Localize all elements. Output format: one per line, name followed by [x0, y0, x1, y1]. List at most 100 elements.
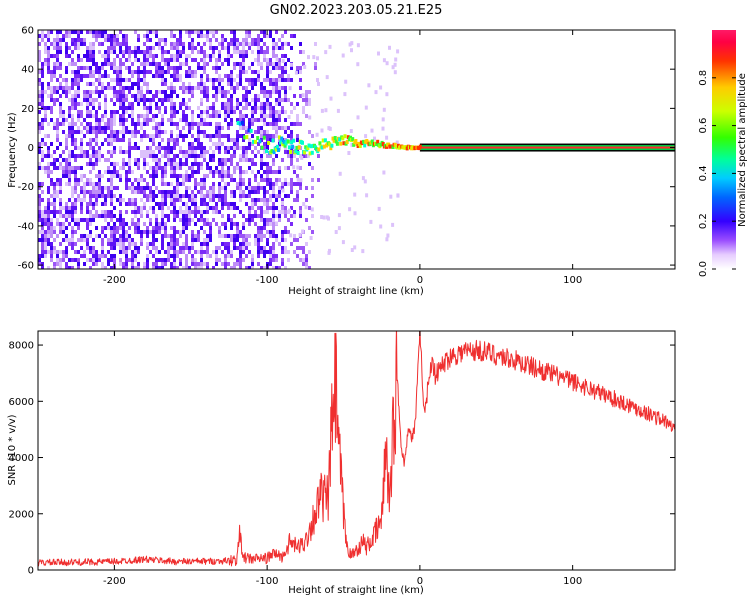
heatmap-cell — [257, 38, 260, 42]
heatmap-cell — [122, 102, 125, 106]
heatmap-cell — [74, 102, 77, 106]
heatmap-cell — [293, 106, 296, 110]
heatmap-cell — [191, 74, 194, 78]
heatmap-cell — [209, 166, 212, 170]
heatmap-cell — [131, 210, 134, 214]
heatmap-cell — [71, 130, 74, 134]
heatmap-cell — [203, 242, 206, 246]
heatmap-cell — [182, 90, 185, 94]
heatmap-cell — [92, 162, 95, 166]
heatmap-cell — [200, 182, 203, 186]
heatmap-cell — [152, 182, 155, 186]
heatmap-cell — [221, 206, 224, 210]
heatmap-cell — [74, 210, 77, 214]
heatmap-cell — [65, 70, 68, 74]
heatmap-cell — [260, 62, 263, 66]
heatmap-cell — [191, 42, 194, 46]
heatmap-cell — [149, 118, 152, 122]
heatmap-cell — [350, 41, 354, 46]
heatmap-cell — [239, 110, 242, 114]
heatmap-cell — [200, 74, 203, 78]
heatmap-cell — [206, 234, 209, 238]
heatmap-cell — [188, 34, 191, 38]
heatmap-cell — [86, 178, 89, 182]
heatmap-cell — [200, 82, 203, 86]
snr-x-tick-label: 0 — [417, 576, 423, 587]
heatmap-cell — [167, 138, 170, 142]
heatmap-cell — [287, 150, 290, 154]
carrier-trace-cell — [236, 121, 240, 125]
heatmap-cell — [98, 78, 101, 82]
heatmap-cell — [65, 42, 68, 46]
heatmap-cell — [134, 210, 137, 214]
heatmap-cell — [248, 142, 251, 146]
heatmap-cell — [158, 162, 161, 166]
heatmap-cell — [230, 102, 233, 106]
heatmap-cell — [218, 50, 221, 54]
heatmap-cell — [218, 130, 221, 134]
heatmap-cell — [263, 150, 266, 154]
heatmap-cell — [230, 190, 233, 194]
heatmap-cell — [179, 118, 182, 122]
heatmap-cell — [320, 128, 324, 133]
heatmap-cell — [263, 202, 266, 206]
heatmap-cell — [227, 158, 230, 162]
heatmap-cell — [245, 70, 248, 74]
heatmap-cell — [122, 90, 125, 94]
spectrogram-y-tick-label: -20 — [18, 182, 34, 193]
heatmap-cell — [95, 134, 98, 138]
heatmap-cell — [206, 114, 209, 118]
heatmap-cell — [275, 102, 278, 106]
heatmap-cell — [212, 54, 215, 58]
heatmap-cell — [152, 166, 155, 170]
heatmap-cell — [275, 86, 278, 90]
heatmap-cell — [379, 224, 383, 229]
heatmap-cell — [104, 214, 107, 218]
heatmap-cell — [62, 170, 65, 174]
heatmap-cell — [200, 58, 203, 62]
heatmap-cell — [110, 118, 113, 122]
heatmap-cell — [245, 242, 248, 246]
heatmap-cell — [98, 130, 101, 134]
heatmap-cell — [218, 74, 221, 78]
heatmap-cell — [152, 170, 155, 174]
heatmap-cell — [242, 214, 245, 218]
heatmap-cell — [337, 226, 341, 231]
heatmap-cell — [197, 262, 200, 266]
heatmap-cell — [260, 206, 263, 210]
heatmap-cell — [182, 138, 185, 142]
heatmap-cell — [95, 250, 98, 254]
heatmap-cell — [92, 34, 95, 38]
heatmap-cell — [146, 146, 149, 150]
heatmap-cell — [137, 50, 140, 54]
heatmap-cell — [77, 182, 80, 186]
heatmap-cell — [200, 90, 203, 94]
heatmap-cell — [59, 102, 62, 106]
heatmap-cell — [65, 46, 68, 50]
heatmap-cell — [77, 110, 80, 114]
heatmap-cell — [101, 246, 104, 250]
heatmap-cell — [92, 246, 95, 250]
carrier-trace-cell — [283, 143, 287, 148]
heatmap-cell — [263, 222, 266, 226]
heatmap-cell — [44, 238, 47, 242]
heatmap-cell — [293, 154, 296, 158]
heatmap-cell — [173, 74, 176, 78]
heatmap-cell — [242, 154, 245, 158]
heatmap-cell — [164, 58, 167, 62]
heatmap-cell — [200, 254, 203, 258]
heatmap-cell — [101, 74, 104, 78]
heatmap-cell — [200, 214, 203, 218]
heatmap-cell — [155, 246, 158, 250]
heatmap-cell — [242, 178, 245, 182]
heatmap-cell — [233, 206, 236, 210]
heatmap-cell — [83, 74, 86, 78]
heatmap-cell — [107, 54, 110, 58]
heatmap-cell — [173, 254, 176, 258]
heatmap-cell — [44, 222, 47, 226]
carrier-trace-cell — [345, 140, 349, 144]
heatmap-cell — [80, 142, 83, 146]
heatmap-cell — [230, 74, 233, 78]
heatmap-cell — [122, 166, 125, 170]
heatmap-cell — [83, 134, 86, 138]
